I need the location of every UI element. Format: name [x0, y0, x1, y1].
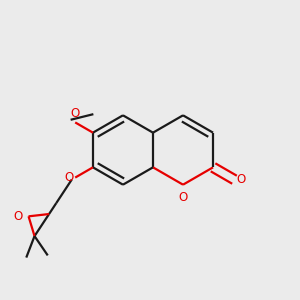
Text: O: O	[236, 173, 245, 186]
Text: O: O	[178, 191, 188, 204]
Text: O: O	[14, 210, 22, 223]
Text: O: O	[70, 107, 80, 120]
Text: O: O	[64, 171, 74, 184]
